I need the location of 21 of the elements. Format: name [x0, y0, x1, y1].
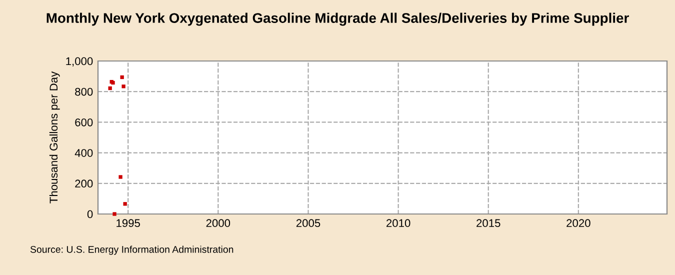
y-tick-label: 600 [75, 118, 93, 126]
y-tick-label: 1,000 [66, 57, 93, 66]
x-tick-label: 2015 [476, 219, 500, 228]
point [108, 86, 112, 90]
point [120, 75, 124, 80]
y-tick-label: 400 [74, 149, 93, 157]
y-tick-label: 800 [75, 88, 93, 96]
point [122, 84, 126, 88]
chart-title: Monthly New York Oxygenated Gasoline Midgrade All Sales/Deliveries by Prime Supplier [46, 12, 629, 26]
point [112, 212, 116, 216]
x-tick-label: 2010 [386, 219, 410, 228]
point [123, 202, 127, 206]
y-axis-title: Thousand Gallons per Day [49, 71, 60, 204]
source-note: Source: U.S. Energy Information Administration [30, 246, 234, 255]
x-tick-label: 2020 [566, 219, 590, 228]
y-tick-label: 0 [87, 210, 93, 218]
point [118, 175, 122, 179]
x-tick-label: 2005 [296, 219, 320, 228]
x-tick-label: 2000 [206, 219, 230, 228]
y-tick-label: 200 [75, 180, 93, 188]
x-tick-label: 1995 [116, 219, 140, 228]
